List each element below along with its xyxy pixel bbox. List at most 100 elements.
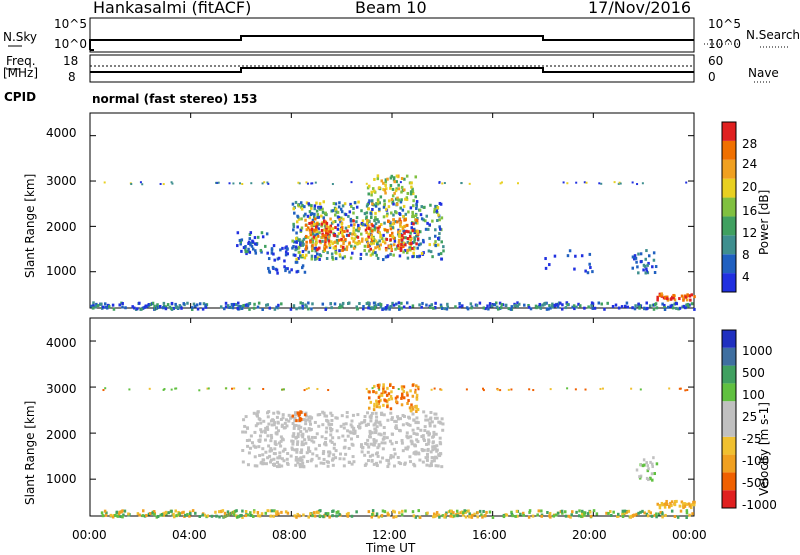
power-echo-point bbox=[363, 248, 366, 252]
velocity-low-point bbox=[255, 464, 259, 468]
velocity-low-point bbox=[380, 411, 384, 415]
power-groundscatter-point bbox=[626, 305, 630, 309]
velocity-low-point bbox=[301, 435, 305, 439]
power-echo-point bbox=[389, 224, 392, 228]
power-echo-point bbox=[414, 175, 418, 179]
velocity-low-point bbox=[388, 439, 392, 443]
velocity-low-point bbox=[260, 430, 264, 434]
velocity-groundscatter-point bbox=[586, 512, 590, 516]
power-echo-point bbox=[380, 223, 383, 227]
velocity-groundscatter-point bbox=[522, 513, 525, 517]
power-groundscatter-point bbox=[358, 301, 361, 305]
velocity-low-point bbox=[303, 427, 307, 431]
power-echo-point bbox=[349, 256, 353, 260]
power-echo-point bbox=[434, 240, 437, 244]
power-echo-point bbox=[349, 219, 353, 223]
power-echo-point bbox=[299, 205, 303, 209]
power-echo-point bbox=[428, 236, 431, 240]
power-echo-point bbox=[400, 185, 404, 189]
power-echo-point bbox=[646, 263, 649, 267]
velocity-point bbox=[639, 474, 643, 478]
power-cb-tick-28: 28 bbox=[742, 137, 758, 151]
power-strong-echo-point bbox=[379, 233, 382, 237]
velocity-groundscatter-point bbox=[100, 511, 104, 515]
velocity-low-point bbox=[299, 458, 303, 462]
power-strong-echo-point bbox=[385, 237, 389, 241]
power-echo-point bbox=[423, 205, 426, 209]
velocity-groundscatter-point bbox=[661, 515, 664, 519]
velocity-groundscatter-point bbox=[309, 512, 312, 516]
power-groundscatter-point bbox=[685, 303, 688, 307]
velocity-negative-point bbox=[411, 405, 414, 409]
power-groundscatter-point bbox=[516, 301, 519, 305]
power-groundscatter-point bbox=[382, 307, 386, 311]
power-strong-echo-point bbox=[416, 232, 419, 236]
power-groundscatter-point bbox=[395, 302, 398, 306]
power-strong-echo-point bbox=[368, 226, 371, 230]
power-echo-point bbox=[653, 271, 657, 275]
velocity-low-point bbox=[257, 439, 261, 443]
power-sparse-point bbox=[438, 181, 441, 184]
power-echo-point bbox=[315, 238, 318, 242]
power-echo-point bbox=[291, 202, 295, 206]
velocity-groundscatter-point bbox=[511, 514, 514, 518]
power-echo-point bbox=[639, 252, 643, 256]
power-echo-point bbox=[322, 200, 325, 204]
velocity-low-point bbox=[426, 430, 430, 434]
velocity-point bbox=[652, 456, 655, 460]
velocity-low-point bbox=[418, 458, 422, 462]
velocity-groundscatter-point bbox=[109, 513, 113, 517]
power-echo-point bbox=[402, 229, 405, 233]
power-echo-point bbox=[336, 241, 339, 245]
power-echo-point bbox=[436, 206, 440, 210]
power-strong-echo-point bbox=[369, 247, 372, 251]
power-strong-echo-point bbox=[357, 227, 361, 231]
velocity-sparse-point bbox=[378, 388, 381, 391]
velocity-low-point bbox=[353, 429, 357, 433]
velocity-low-point bbox=[438, 452, 442, 456]
velocity-low-point bbox=[258, 453, 262, 457]
velocity-low-point bbox=[269, 433, 273, 437]
velocity-negative-point bbox=[372, 408, 376, 412]
velocity-groundscatter-point bbox=[661, 512, 664, 516]
power-groundscatter-point bbox=[301, 304, 304, 308]
velocity-groundscatter-point bbox=[355, 510, 358, 514]
power-groundscatter-point bbox=[397, 301, 401, 305]
power-sparse-point bbox=[305, 181, 308, 184]
velocity-low-point bbox=[261, 447, 265, 451]
velocity-low-point bbox=[265, 425, 269, 429]
velocity-low-point bbox=[299, 451, 303, 455]
velocity-point bbox=[663, 502, 666, 506]
velocity-groundscatter-point bbox=[386, 513, 390, 517]
velocity-point bbox=[646, 464, 649, 468]
power-echo-point bbox=[384, 191, 387, 195]
velocity-low-point bbox=[427, 438, 431, 442]
power-cb-tick-20: 20 bbox=[742, 180, 758, 194]
power-echo-point bbox=[365, 217, 368, 221]
velocity-low-point bbox=[307, 435, 311, 439]
power-strong-echo-point bbox=[328, 226, 332, 230]
nsearch-tick-bottom: 10^0 bbox=[708, 37, 741, 51]
velocity-negative-point bbox=[402, 396, 406, 400]
velocity-low-point bbox=[291, 442, 295, 446]
velocity-sparse-point bbox=[566, 387, 569, 390]
power-groundscatter-point bbox=[390, 304, 393, 308]
power-groundscatter-point bbox=[478, 301, 482, 305]
velocity-groundscatter-point bbox=[167, 511, 170, 515]
velocity-groundscatter-point bbox=[119, 514, 122, 518]
velocity-sparse-point bbox=[599, 387, 602, 390]
velocity-low-point bbox=[358, 426, 362, 430]
velocity-low-point bbox=[368, 432, 372, 436]
power-groundscatter-point bbox=[365, 302, 369, 306]
power-echo-point bbox=[343, 255, 347, 259]
power-sparse-point bbox=[215, 181, 218, 184]
power-strong-echo-point bbox=[378, 247, 381, 251]
velocity-colorbar-segment bbox=[722, 365, 736, 384]
power-groundscatter-point bbox=[231, 306, 235, 310]
velocity-low-point bbox=[425, 463, 429, 467]
power-groundscatter-point bbox=[499, 306, 503, 310]
power-groundscatter-point bbox=[507, 307, 511, 311]
power-echo-point bbox=[248, 250, 252, 254]
power-echo-point bbox=[270, 247, 274, 251]
